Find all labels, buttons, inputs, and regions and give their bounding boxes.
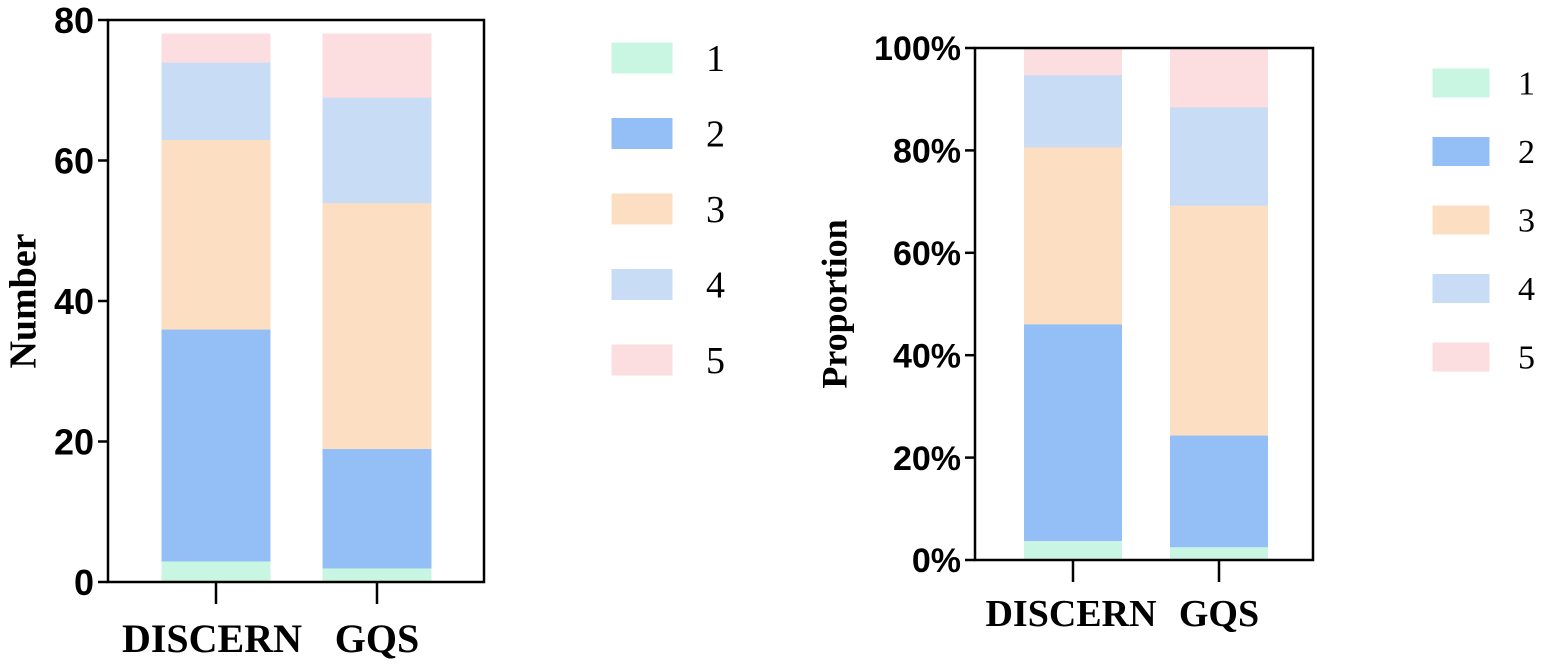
legend-label-3: 3	[706, 189, 725, 231]
y-tick-label: 100%	[874, 30, 961, 68]
bar-discern-segment-5	[1024, 48, 1122, 76]
bar-gqs-segment-4	[1170, 106, 1268, 206]
legend-swatch-2	[611, 118, 673, 149]
legend-label-3: 3	[1518, 203, 1535, 240]
bar-discern-segment-4	[1024, 74, 1122, 148]
proportion-chart: 0% 20% 40% 60% 80% 100% DISCERN GQS Proportion 1 2…	[815, 30, 1535, 635]
bar-discern-segment-4	[161, 61, 271, 140]
bar-discern-segment-2	[1024, 323, 1122, 542]
y-axis-title: Proportion	[815, 219, 855, 388]
y-tick-label: 0	[74, 562, 94, 603]
y-tick-label: 60	[54, 140, 94, 181]
legend-swatch-1	[1432, 68, 1490, 98]
bar-gqs-segment-5	[1170, 47, 1268, 108]
y-tick-label: 40%	[893, 337, 961, 375]
legend-label-4: 4	[1518, 271, 1535, 308]
y-tick-label: 40	[54, 281, 94, 322]
legend-label-5: 5	[706, 340, 725, 382]
legend-swatch-4	[611, 269, 673, 300]
plot-frame	[973, 46, 1315, 562]
y-axis-title: Number	[2, 233, 44, 368]
bar-gqs-segment-1	[322, 567, 432, 583]
legend-swatch-5	[611, 344, 673, 376]
y-tick-label: 20	[54, 421, 94, 462]
bar-discern-segment-3	[161, 138, 271, 330]
y-tick-label: 80%	[893, 133, 961, 171]
legend-swatch-1	[611, 42, 673, 74]
bar-gqs-segment-2	[1170, 434, 1268, 548]
legend-swatch-3	[1432, 205, 1490, 235]
bar-discern-segment-1	[161, 560, 271, 583]
legend-swatch-4	[1432, 274, 1490, 303]
y-tick-label: 0%	[912, 542, 961, 580]
number-chart: 0 20 40 60 80 DISCERN GQS Number 1 2 3 4 5	[2, 0, 725, 661]
y-tick-label: 60%	[893, 235, 961, 273]
bar-gqs-segment-1	[1170, 546, 1268, 561]
bar-discern-segment-1	[1024, 540, 1122, 561]
legend-label-1: 1	[1518, 66, 1535, 103]
bar-gqs-segment-4	[322, 96, 432, 204]
bar-discern-segment-3	[1024, 146, 1122, 325]
x-category-label-gqs: GQS	[1179, 593, 1259, 635]
legend-swatch-5	[1432, 342, 1490, 372]
bar-gqs-segment-3	[322, 202, 432, 450]
legend-label-5: 5	[1518, 340, 1535, 377]
legend-label-2: 2	[1518, 134, 1535, 171]
legend-swatch-2	[1432, 137, 1490, 166]
y-tick-label: 80	[54, 0, 94, 41]
legend-label-2: 2	[706, 113, 725, 155]
bar-discern-segment-5	[161, 33, 271, 63]
bar-discern-segment-2	[161, 328, 271, 562]
bar-gqs-segment-5	[322, 33, 432, 98]
y-tick-label: 20%	[893, 440, 961, 478]
x-category-label-gqs: GQS	[335, 616, 419, 661]
x-category-label-discern: DISCERN	[122, 616, 302, 661]
bar-gqs-segment-3	[1170, 204, 1268, 436]
legend-label-1: 1	[706, 38, 725, 80]
bar-gqs-segment-2	[322, 448, 432, 569]
legend-label-4: 4	[706, 264, 725, 306]
legend-swatch-3	[611, 193, 673, 225]
x-category-label-discern: DISCERN	[985, 593, 1156, 635]
